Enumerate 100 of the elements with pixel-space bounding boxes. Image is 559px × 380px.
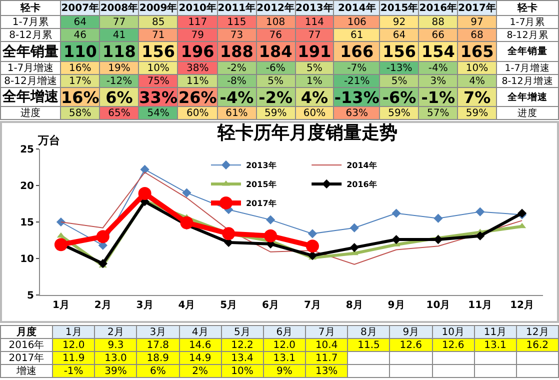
- data-label: 85: [139, 16, 178, 29]
- x-tick-label: 11月: [474, 326, 517, 339]
- data-label: 11.7: [306, 352, 348, 365]
- data-label: 61%: [218, 107, 257, 120]
- x-tick-label: 2016年: [419, 1, 458, 16]
- data-label: 39%: [95, 365, 138, 378]
- y2-axis-title: 轻卡: [496, 1, 559, 16]
- data-label: -1%: [53, 365, 96, 378]
- x-tick-label: 10月: [426, 300, 450, 311]
- x-tick-label: 12月: [516, 326, 559, 339]
- data-label: -13%: [380, 62, 420, 75]
- data-label: 184: [256, 42, 296, 62]
- x-tick-label: 6月: [264, 326, 306, 339]
- data-label: 64: [380, 29, 420, 42]
- data-label: 63%: [334, 107, 380, 120]
- x-tick-label: 7月: [304, 300, 321, 311]
- data-label: 12.0: [53, 339, 96, 352]
- x-tick-label: 4月: [178, 300, 196, 311]
- data-label: 12.0: [264, 339, 306, 352]
- y-tick-label: 8-12月累: [496, 29, 559, 42]
- data-label: 59%: [458, 107, 497, 120]
- data-label: 117: [178, 16, 218, 29]
- data-label: 16%: [61, 88, 100, 107]
- y-tick-label: 1-7月累: [496, 16, 559, 29]
- data-label: -2%: [256, 88, 296, 107]
- data-label: 66: [419, 29, 458, 42]
- x-tick-label: 10月: [432, 326, 475, 339]
- x-tick-label: 2012年: [256, 1, 296, 16]
- data-label: 76: [256, 29, 296, 42]
- data-label: -6%: [256, 62, 296, 75]
- data-label: 106: [334, 16, 380, 29]
- data-label: 10%: [139, 62, 178, 75]
- y-tick-label: 进度: [496, 107, 559, 120]
- data-label: 6%: [137, 365, 180, 378]
- data-label: 97: [458, 16, 497, 29]
- data-label: 13.0: [95, 352, 138, 365]
- y-tick-label: 增速: [1, 365, 53, 378]
- data-label: 154: [419, 42, 458, 62]
- y-tick-label: 20: [20, 181, 34, 192]
- data-label: 33%: [139, 88, 178, 107]
- data-label: 75%: [139, 75, 178, 88]
- data-label: 60%: [296, 107, 334, 120]
- x-tick-label: 2013年: [296, 1, 334, 16]
- data-label: 92: [380, 16, 420, 29]
- y-tick-label: 10: [20, 254, 34, 265]
- data-label: 60%: [178, 107, 218, 120]
- x-tick-label: 8月: [348, 326, 390, 339]
- x-tick-label: 9月: [390, 326, 432, 339]
- data-label: 14.9: [180, 352, 222, 365]
- data-label: -4%: [419, 62, 458, 75]
- data-label: 10%: [222, 365, 264, 378]
- data-label: 61: [334, 29, 380, 42]
- y-axis-title: 万台: [37, 134, 60, 147]
- x-tick-label: 2008年: [100, 1, 140, 16]
- data-label: 77: [100, 16, 140, 29]
- x-tick-label: 5月: [220, 300, 238, 311]
- data-label: 11.5: [348, 339, 390, 352]
- y-tick-label: 15: [20, 218, 34, 228]
- data-label: 12.6: [390, 339, 432, 352]
- y-tick-label: 2016年: [1, 339, 53, 352]
- x-tick-label: 11月: [468, 300, 492, 311]
- x-tick-label: 1月: [53, 326, 96, 339]
- y-tick-label: 5: [27, 290, 34, 302]
- data-label: 68: [458, 29, 497, 42]
- data-label: 18.9: [137, 352, 180, 365]
- data-label: 16.2: [516, 339, 559, 352]
- legend-label: 2016年: [346, 180, 377, 190]
- data-label: 11.9: [53, 352, 96, 365]
- data-label: 13%: [306, 365, 348, 378]
- data-label: 115: [218, 16, 257, 29]
- data-label: 188: [218, 42, 257, 62]
- y-tick-label: 25: [20, 144, 34, 156]
- data-label: -7%: [334, 62, 380, 75]
- x-tick-label: 9月: [388, 300, 405, 311]
- data-label: 26%: [178, 88, 218, 107]
- data-label: -12%: [100, 75, 140, 88]
- data-label: 118: [100, 42, 140, 62]
- y-tick-label: 2017年: [1, 352, 53, 365]
- x-tick-label: 2月: [94, 300, 112, 311]
- data-label: 79: [178, 29, 218, 42]
- x-tick-label: 6月: [262, 300, 280, 311]
- data-label: 59%: [380, 107, 420, 120]
- data-label: -2%: [218, 62, 257, 75]
- data-label: 191: [296, 42, 334, 62]
- data-label: 46: [61, 29, 100, 42]
- x-tick-label: 1月: [52, 300, 70, 311]
- data-label: 9.3: [95, 339, 138, 352]
- data-label: 5%: [296, 62, 334, 75]
- data-label: 196: [178, 42, 218, 62]
- data-label: 64: [61, 16, 100, 29]
- data-label: 58%: [61, 107, 100, 120]
- data-label: 71: [139, 29, 178, 42]
- data-label: 59%: [256, 107, 296, 120]
- data-label: 88: [419, 16, 458, 29]
- data-label: 13.1: [474, 339, 517, 352]
- x-tick-label: 2007年: [61, 1, 100, 16]
- data-label: 65%: [100, 107, 140, 120]
- y-tick-label: 全年销量: [496, 42, 559, 62]
- data-label: 17.8: [137, 339, 180, 352]
- legend-label: 2014年: [346, 161, 377, 170]
